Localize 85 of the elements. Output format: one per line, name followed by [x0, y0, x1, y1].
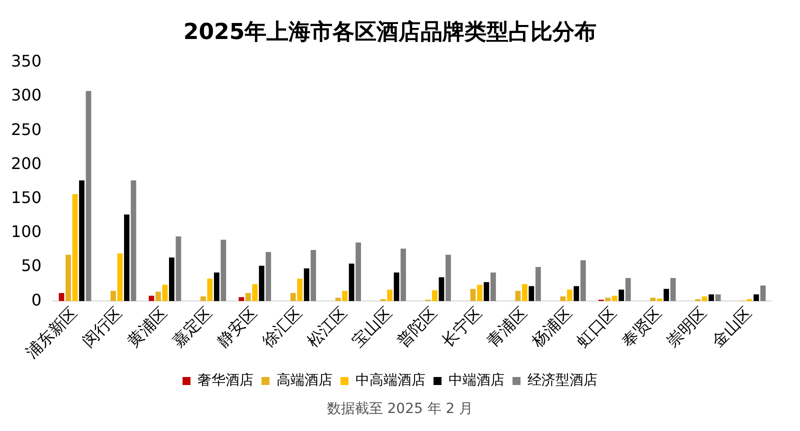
legend-label: 中高端酒店 — [356, 372, 426, 389]
x-tick-label: 崇明区 — [662, 303, 710, 351]
x-tick-label: 奉贤区 — [618, 303, 666, 351]
bar — [252, 284, 258, 302]
x-tick-label: 嘉定区 — [168, 303, 216, 351]
bar — [348, 264, 354, 302]
bar — [484, 282, 490, 302]
bar — [110, 290, 116, 302]
bar — [656, 298, 662, 302]
y-tick-label: 300 — [10, 86, 42, 105]
bar — [580, 260, 586, 302]
bar — [438, 277, 444, 302]
bar — [117, 253, 123, 302]
bar — [574, 286, 580, 302]
bar — [130, 180, 136, 302]
legend-label: 中端酒店 — [448, 372, 504, 389]
chart-title: 2025年上海市各区酒店品牌类型占比分布 — [183, 18, 597, 45]
x-tick-label: 静安区 — [213, 303, 261, 351]
x-tick-label: 普陀区 — [393, 303, 441, 351]
bar — [387, 290, 392, 302]
bar — [304, 268, 310, 302]
bar — [58, 292, 64, 302]
bar — [310, 250, 316, 302]
text: 数据截至 2025 年 2 月 — [326, 400, 474, 418]
y-tick-label: 250 — [10, 120, 42, 139]
bar — [86, 91, 92, 302]
legend-label: 奢华酒店 — [198, 372, 254, 389]
bar — [670, 278, 676, 302]
bar — [400, 248, 406, 302]
bar — [618, 290, 624, 302]
x-tick-label: 宝山区 — [348, 303, 396, 351]
x-tick-label: 黄浦区 — [123, 303, 171, 351]
x-tick-label: 松江区 — [303, 303, 351, 351]
x-tick-label: 虹口区 — [573, 303, 620, 351]
bar — [356, 242, 362, 302]
bar — [290, 292, 296, 302]
legend-label: 高端酒店 — [276, 372, 332, 389]
bar — [612, 296, 618, 302]
y-tick-label: 200 — [10, 154, 42, 173]
x-tick-label: 闵行区 — [78, 303, 126, 351]
bar — [477, 284, 482, 302]
x-tick-label: 金山区 — [708, 303, 756, 351]
bar — [535, 267, 541, 302]
y-tick-label: 350 — [10, 52, 42, 71]
bar — [66, 254, 71, 302]
bar — [566, 290, 572, 302]
x-tick-label: 长宁区 — [438, 303, 486, 351]
y-tick-label: 0 — [31, 290, 42, 310]
bar — [245, 292, 251, 302]
bar — [490, 272, 496, 302]
x-tick-label: 徐汇区 — [258, 303, 306, 351]
bar — [446, 254, 451, 302]
bar — [625, 278, 631, 302]
bar — [266, 252, 272, 302]
bar — [708, 294, 714, 302]
y-tick-label: 100 — [10, 222, 42, 242]
bar — [342, 290, 348, 302]
bar — [200, 296, 206, 302]
bar — [72, 194, 78, 302]
bar — [470, 288, 476, 302]
bar — [522, 284, 528, 302]
bar — [79, 180, 84, 302]
bar — [664, 288, 670, 302]
bar — [258, 266, 264, 302]
bar — [156, 292, 161, 302]
bar — [238, 297, 244, 302]
bar — [754, 294, 759, 302]
bar — [176, 236, 182, 302]
bar — [515, 290, 521, 302]
bar — [560, 296, 566, 302]
bar — [207, 278, 213, 302]
bar — [760, 285, 766, 302]
y-tick-label: 50 — [21, 256, 42, 276]
bar — [124, 214, 130, 302]
bar — [220, 240, 226, 302]
bar — [214, 272, 220, 302]
bar — [169, 258, 174, 302]
bar — [162, 284, 168, 302]
bar — [432, 290, 438, 302]
y-tick-label: 150 — [10, 188, 42, 207]
bar — [394, 272, 400, 302]
bar — [148, 296, 154, 302]
bar — [528, 286, 534, 302]
bar — [297, 278, 303, 302]
legend-label: 经济型酒店 — [528, 372, 598, 389]
